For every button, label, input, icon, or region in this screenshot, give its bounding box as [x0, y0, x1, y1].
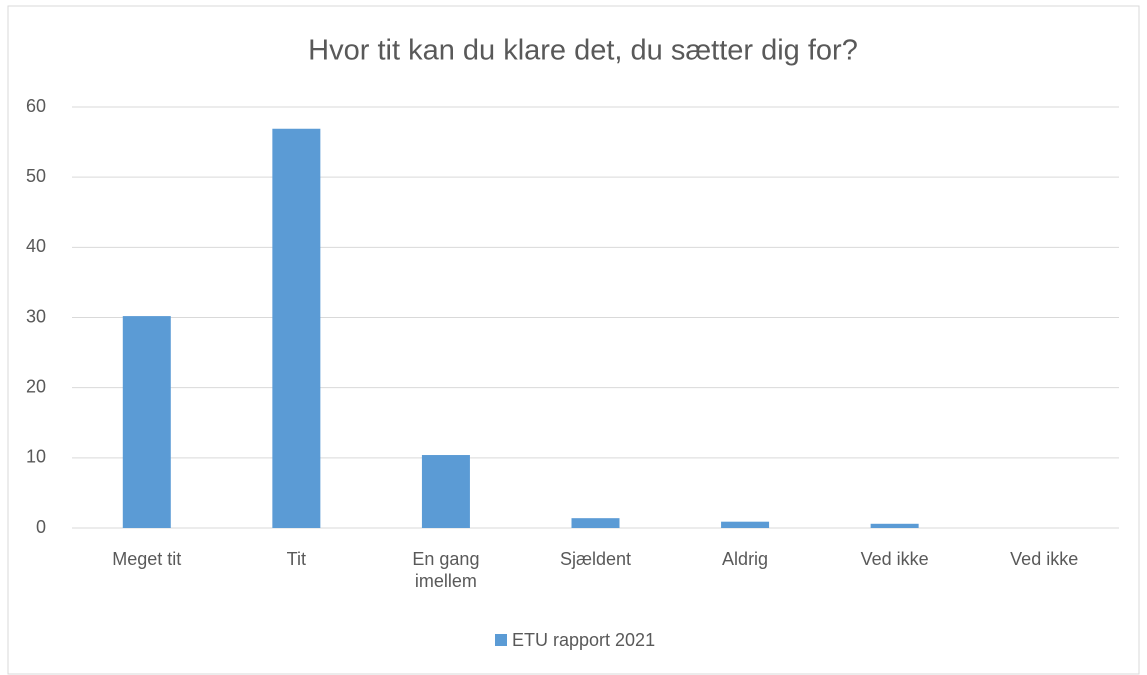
x-tick-label: Ved ikke [860, 549, 929, 569]
y-tick-label: 60 [26, 96, 46, 116]
chart-border [7, 5, 1140, 675]
y-tick-label: 0 [36, 517, 46, 537]
x-tick-label: En gang imellem [412, 549, 480, 591]
legend-swatch [495, 634, 507, 646]
bar [870, 523, 919, 528]
bar [122, 316, 171, 528]
bar [721, 521, 770, 528]
x-tick-label: Ved ikke [1010, 549, 1079, 569]
x-tick-label: Sjældent [559, 549, 632, 569]
x-tick-label: Tit [286, 549, 306, 569]
bar [272, 128, 321, 529]
y-tick-label: 20 [26, 376, 46, 396]
y-tick-label: 40 [26, 236, 46, 256]
y-tick-label: 30 [26, 306, 46, 326]
y-tick-label: 10 [26, 447, 46, 467]
bar [571, 518, 620, 528]
legend-label: ETU rapport 2021 [512, 630, 655, 650]
bar [421, 455, 470, 528]
y-tick-label: 50 [26, 166, 46, 186]
x-tick-label: Meget tit [112, 549, 182, 569]
chart-title: Hvor tit kan du klare det, du sætter dig… [308, 35, 858, 67]
x-tick-label: Aldrig [722, 549, 769, 569]
